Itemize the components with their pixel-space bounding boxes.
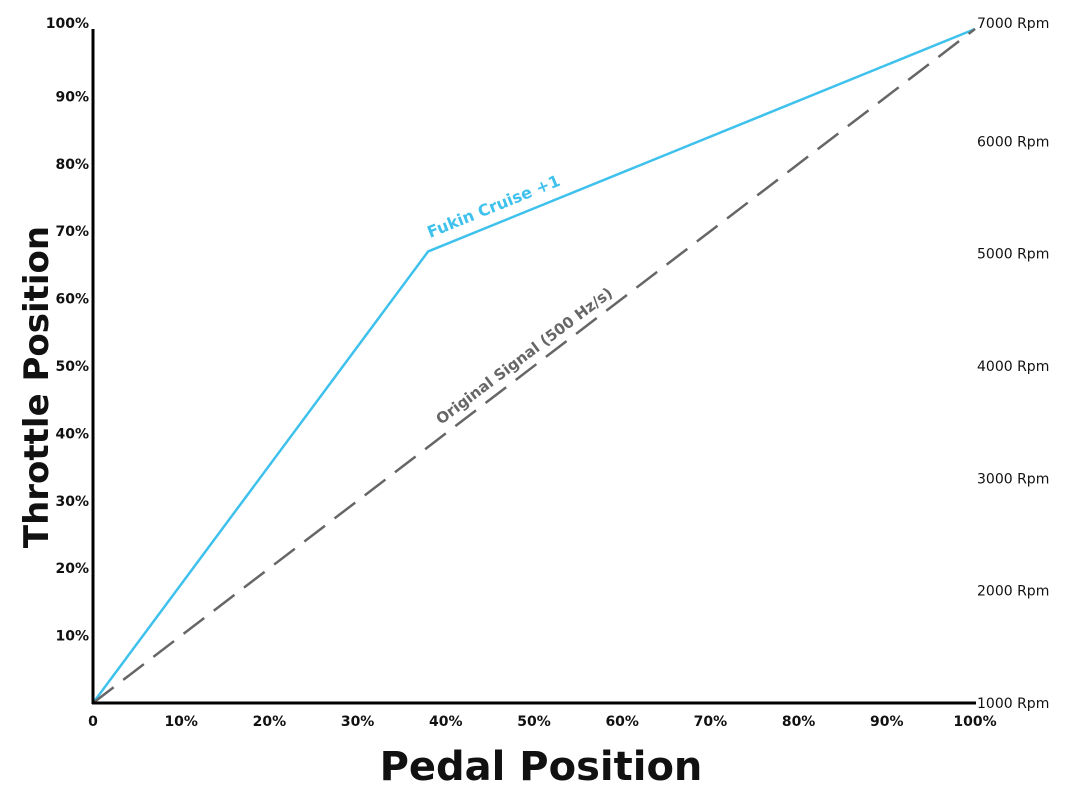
- y2-tick-label: 1000 Rpm: [977, 696, 1049, 712]
- x-tick-label: 20%: [253, 714, 287, 730]
- x-tick-label: 30%: [341, 714, 375, 730]
- y-tick-label: 50%: [55, 359, 89, 375]
- y-axis-title: Throttle Position: [17, 226, 57, 548]
- x-tick-label: 80%: [782, 714, 816, 730]
- y-tick-label: 70%: [55, 224, 89, 240]
- series-line-1: [92, 28, 976, 704]
- y2-tick-label: 2000 Rpm: [977, 584, 1049, 600]
- y2-tick-label: 6000 Rpm: [977, 134, 1049, 150]
- y-tick-label: 80%: [55, 157, 89, 173]
- y-tick-label: 40%: [55, 426, 89, 442]
- y-tick-label: 60%: [55, 292, 89, 308]
- y2-tick-label: 7000 Rpm: [977, 16, 1049, 32]
- y-tick-label: 10%: [55, 629, 89, 645]
- y2-tick-label: 5000 Rpm: [977, 247, 1049, 263]
- y2-tick-label: 3000 Rpm: [977, 471, 1049, 487]
- x-tick-label: 0: [88, 714, 98, 730]
- x-tick-label: 60%: [605, 714, 639, 730]
- y-tick-label: 100%: [46, 16, 89, 32]
- y-tick-label: 30%: [55, 494, 89, 510]
- x-axis-title: Pedal Position: [380, 744, 703, 790]
- series-line-0: [91, 27, 976, 704]
- y-tick-label: 20%: [55, 561, 89, 577]
- series-label-original-signal: Original Signal (500 Hz/s): [433, 284, 616, 428]
- x-tick-label: 40%: [429, 714, 463, 730]
- x-tick-label: 50%: [517, 714, 551, 730]
- y2-tick-label: 4000 Rpm: [977, 359, 1049, 375]
- y-tick-label: 90%: [55, 89, 89, 105]
- x-tick-label: 100%: [953, 714, 996, 730]
- x-tick-label: 70%: [694, 714, 728, 730]
- x-tick-label: 90%: [870, 714, 904, 730]
- x-tick-label: 10%: [164, 714, 198, 730]
